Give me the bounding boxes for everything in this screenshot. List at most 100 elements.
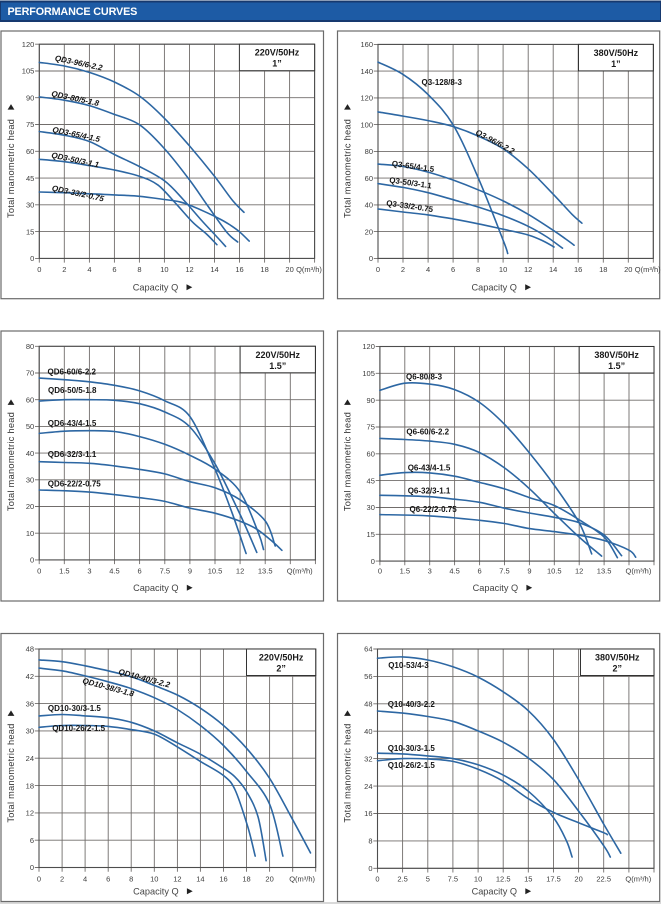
svg-text:Q6-60/6-2.2: Q6-60/6-2.2	[406, 428, 449, 437]
svg-text:24: 24	[26, 754, 34, 763]
svg-text:Capacity Q: Capacity Q	[133, 886, 178, 896]
svg-text:3: 3	[87, 566, 91, 575]
svg-text:0: 0	[37, 265, 41, 274]
svg-text:18: 18	[26, 781, 34, 790]
svg-text:10: 10	[499, 265, 507, 274]
svg-text:20: 20	[26, 502, 34, 511]
svg-text:120: 120	[22, 40, 35, 49]
svg-text:48: 48	[26, 645, 34, 654]
svg-text:4: 4	[426, 265, 430, 274]
svg-text:0: 0	[378, 566, 382, 575]
svg-text:Q6-43/4-1.5: Q6-43/4-1.5	[408, 464, 451, 473]
svg-text:45: 45	[367, 476, 375, 485]
svg-text:Q(m³/h): Q(m³/h)	[289, 874, 315, 883]
svg-text:160: 160	[360, 40, 373, 49]
svg-text:Q(m³/h): Q(m³/h)	[635, 265, 661, 274]
svg-text:18: 18	[242, 874, 250, 883]
svg-text:8: 8	[137, 265, 141, 274]
svg-text:80: 80	[26, 342, 34, 351]
svg-text:6: 6	[451, 265, 455, 274]
svg-text:PERFORMANCE CURVES: PERFORMANCE CURVES	[8, 6, 138, 18]
svg-text:0: 0	[30, 863, 34, 872]
svg-text:10: 10	[150, 874, 158, 883]
svg-text:13.5: 13.5	[597, 566, 612, 575]
svg-text:380V/50Hz: 380V/50Hz	[595, 653, 640, 663]
svg-text:Capacity Q: Capacity Q	[133, 583, 178, 593]
svg-text:0: 0	[30, 556, 34, 565]
svg-text:QD6-32/3-1.1: QD6-32/3-1.1	[48, 450, 97, 459]
svg-text:60: 60	[365, 174, 373, 183]
svg-text:42: 42	[26, 672, 34, 681]
svg-text:6: 6	[106, 874, 110, 883]
svg-text:48: 48	[364, 700, 372, 709]
svg-text:2”: 2”	[276, 664, 286, 674]
svg-text:14: 14	[549, 265, 557, 274]
svg-text:0: 0	[368, 864, 372, 873]
svg-text:40: 40	[365, 201, 373, 210]
svg-text:10: 10	[474, 874, 482, 883]
svg-text:1.5”: 1.5”	[269, 361, 286, 371]
svg-text:140: 140	[360, 67, 373, 76]
svg-text:Total manometric head: Total manometric head	[6, 119, 16, 218]
svg-text:20: 20	[285, 265, 293, 274]
svg-text:12: 12	[26, 809, 34, 818]
svg-text:100: 100	[360, 120, 373, 129]
svg-text:15: 15	[367, 530, 375, 539]
svg-text:30: 30	[26, 727, 34, 736]
svg-text:30: 30	[367, 503, 375, 512]
svg-text:Q10-40/3-2.2: Q10-40/3-2.2	[388, 700, 436, 709]
svg-text:30: 30	[26, 476, 34, 485]
svg-text:12: 12	[524, 265, 532, 274]
svg-text:Q3-128/8-3: Q3-128/8-3	[422, 78, 463, 87]
svg-text:13.5: 13.5	[258, 566, 273, 575]
svg-text:Total manometric head: Total manometric head	[343, 412, 353, 511]
svg-text:90: 90	[26, 93, 34, 102]
svg-text:0: 0	[376, 265, 380, 274]
svg-text:16: 16	[235, 265, 243, 274]
svg-text:6: 6	[478, 566, 482, 575]
svg-text:0: 0	[369, 254, 373, 263]
svg-text:14: 14	[196, 874, 204, 883]
svg-text:4.5: 4.5	[109, 566, 119, 575]
svg-text:3: 3	[428, 566, 432, 575]
svg-text:Total manometric head: Total manometric head	[343, 723, 353, 822]
svg-text:1.5: 1.5	[400, 566, 410, 575]
svg-text:5: 5	[426, 874, 430, 883]
svg-text:14: 14	[210, 265, 218, 274]
svg-text:QD6-50/5-1.8: QD6-50/5-1.8	[48, 386, 97, 395]
svg-text:4.5: 4.5	[449, 566, 459, 575]
svg-text:4: 4	[87, 265, 91, 274]
svg-text:2: 2	[401, 265, 405, 274]
svg-text:45: 45	[26, 174, 34, 183]
svg-text:75: 75	[367, 423, 375, 432]
svg-text:0: 0	[371, 557, 375, 566]
svg-text:Q10-53/4-3: Q10-53/4-3	[388, 661, 429, 670]
svg-text:Capacity Q: Capacity Q	[471, 282, 516, 292]
svg-text:6: 6	[30, 836, 34, 845]
svg-text:80: 80	[365, 147, 373, 156]
svg-text:60: 60	[26, 395, 34, 404]
svg-text:4: 4	[83, 874, 87, 883]
svg-text:6: 6	[138, 566, 142, 575]
svg-text:QD6-43/4-1.5: QD6-43/4-1.5	[48, 419, 97, 428]
svg-text:32: 32	[364, 754, 372, 763]
svg-text:40: 40	[364, 727, 372, 736]
svg-text:1.5: 1.5	[59, 566, 69, 575]
svg-text:0: 0	[375, 874, 379, 883]
svg-text:9: 9	[188, 566, 192, 575]
svg-text:15: 15	[524, 874, 532, 883]
svg-text:90: 90	[367, 396, 375, 405]
svg-text:16: 16	[574, 265, 582, 274]
svg-text:12: 12	[173, 874, 181, 883]
svg-text:16: 16	[219, 874, 227, 883]
svg-text:QD10-30/3-1.5: QD10-30/3-1.5	[48, 704, 101, 713]
svg-text:12: 12	[575, 566, 583, 575]
svg-text:Total manometric head: Total manometric head	[6, 723, 16, 822]
svg-text:220V/50Hz: 220V/50Hz	[255, 48, 300, 58]
svg-text:QD10-26/2-1.5: QD10-26/2-1.5	[52, 724, 105, 733]
svg-text:Q6-32/3-1.1: Q6-32/3-1.1	[408, 486, 451, 495]
svg-text:10.5: 10.5	[547, 566, 562, 575]
svg-text:7.5: 7.5	[160, 566, 170, 575]
svg-text:QD6-22/2-0.75: QD6-22/2-0.75	[48, 480, 101, 489]
svg-text:12: 12	[236, 566, 244, 575]
